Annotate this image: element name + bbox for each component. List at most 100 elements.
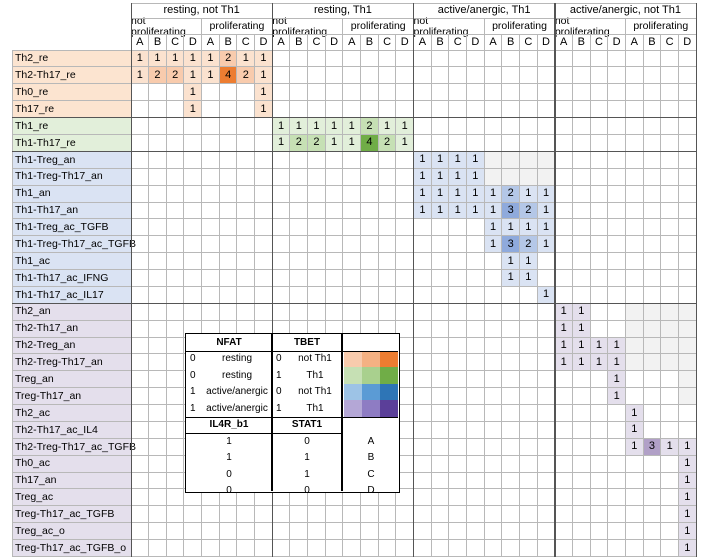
empty-shaded-cell (537, 168, 555, 186)
empty-shaded-cell (660, 337, 679, 354)
empty-shaded-cell (660, 353, 679, 371)
grid-line (501, 34, 503, 557)
value-cell: 1 (537, 286, 555, 304)
letter-header: B (153, 35, 162, 48)
legend-swatch (362, 350, 380, 367)
legend-rule (186, 433, 342, 434)
row-label: Treg_an (12, 370, 131, 388)
row-label: Th1_an (12, 185, 131, 202)
grid-line (12, 134, 697, 135)
row-label: Th2-Th17_re (12, 66, 131, 84)
letter-header: A (630, 35, 638, 48)
letter-header: C (595, 35, 603, 48)
value-cell: 1 (501, 252, 520, 270)
letter-header: D (188, 35, 197, 48)
value-cell: 4 (360, 134, 379, 152)
il4r-header: IL4R_b1 (209, 419, 249, 431)
code-letter: C (367, 468, 375, 480)
value-cell: 1 (431, 151, 449, 169)
grid-line (12, 167, 697, 169)
empty-shaded-cell (660, 303, 679, 321)
legend-swatch (362, 367, 380, 384)
value-cell: 2 (360, 117, 379, 135)
tbet-value: 1 (276, 402, 282, 414)
stat1-value: 0 (304, 485, 310, 497)
value-cell: 1 (501, 269, 520, 287)
empty-shaded-cell (643, 337, 661, 354)
value-cell: 1 (183, 66, 202, 84)
grid-line (183, 34, 185, 557)
value-cell: 1 (183, 83, 202, 101)
grid-line (12, 49, 697, 51)
nfat-header: NFAT (216, 336, 242, 348)
value-cell: 1 (678, 472, 697, 489)
il4r-value: 0 (226, 468, 232, 480)
row-label: Th1-Th17_an (12, 202, 131, 219)
grid-line (12, 235, 697, 237)
grid-line (377, 34, 379, 557)
value-cell: 1 (272, 117, 290, 135)
value-cell: 1 (431, 168, 449, 186)
grid-line (12, 184, 697, 186)
value-cell: 1 (607, 387, 626, 405)
value-cell: 1 (254, 83, 273, 101)
legend-rule (186, 350, 398, 352)
row-label: Th0_ac (12, 455, 131, 473)
stat1-value: 0 (304, 435, 310, 447)
nfat-value: 1 (190, 402, 196, 414)
row-label: Th1-Th17_ac_IFNG (12, 269, 131, 287)
value-cell: 1 (554, 303, 573, 321)
subgroup-header: not proliferating (413, 15, 469, 38)
value-cell: 1 (448, 151, 467, 169)
value-cell: 1 (254, 66, 273, 84)
empty-shaded-cell (643, 320, 661, 338)
subgroup-header: not proliferating (554, 15, 610, 38)
letter-header: C (453, 35, 462, 48)
letter-header: C (171, 35, 180, 48)
letter-header: B (577, 35, 585, 48)
value-cell: 1 (325, 117, 343, 135)
value-cell: 3 (501, 235, 520, 253)
empty-shaded-cell (519, 168, 538, 186)
row-label: Th1_ac (12, 252, 131, 270)
code-letter: A (367, 435, 375, 447)
value-cell: 1 (272, 134, 290, 152)
legend-swatch (380, 350, 398, 367)
grid-line (695, 3, 697, 557)
letter-header: D (683, 35, 692, 48)
grid-line (554, 3, 556, 557)
value-cell: 3 (501, 202, 520, 219)
value-cell: 1 (325, 134, 343, 152)
grid-line (148, 34, 150, 557)
tbet-value: 1 (276, 369, 282, 381)
value-cell: 1 (554, 337, 573, 354)
value-cell: 1 (431, 202, 449, 219)
empty-shaded-cell (660, 320, 679, 338)
empty-shaded-cell (643, 303, 661, 321)
grid-line (412, 3, 415, 557)
grid-line (430, 34, 432, 557)
value-cell: 1 (660, 438, 679, 456)
value-cell: 1 (519, 185, 538, 202)
value-cell: 1 (201, 50, 220, 67)
value-cell: 1 (307, 117, 326, 135)
grid-line (448, 34, 450, 557)
letter-header: D (259, 35, 268, 48)
group-header: resting, Th1 (313, 4, 372, 17)
tbet-label: not Th1 (298, 386, 332, 398)
value-cell: 1 (413, 185, 432, 202)
value-cell: 1 (519, 218, 538, 236)
value-cell: 2 (378, 134, 396, 152)
grid-line (324, 34, 326, 557)
legend-rule (271, 334, 273, 491)
letter-header: A (418, 35, 427, 48)
value-cell: 2 (519, 235, 538, 253)
value-cell: 1 (537, 185, 555, 202)
letter-header: A (277, 35, 285, 48)
grid-line (254, 34, 256, 557)
row-label: Th1-Th17_re (12, 134, 131, 152)
letter-header: B (365, 35, 374, 48)
value-cell: 1 (466, 151, 485, 169)
grid-line (536, 34, 538, 557)
grid-line (677, 34, 679, 557)
